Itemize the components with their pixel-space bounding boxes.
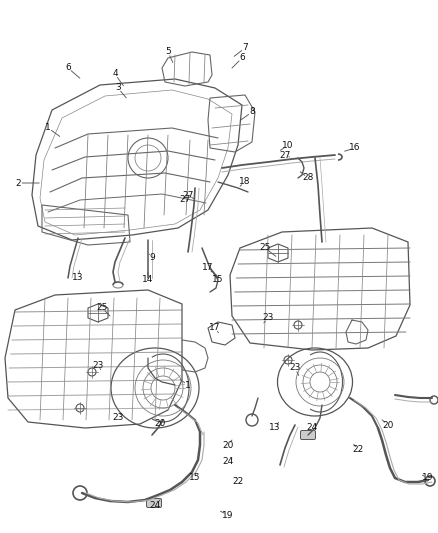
Text: 22: 22 [233, 478, 244, 487]
Text: 19: 19 [422, 473, 434, 482]
Text: 16: 16 [349, 143, 361, 152]
Text: 15: 15 [212, 276, 224, 285]
Text: 9: 9 [149, 254, 155, 262]
Text: 25: 25 [259, 244, 271, 253]
Text: 5: 5 [165, 47, 171, 56]
FancyBboxPatch shape [300, 431, 315, 440]
Text: 1: 1 [185, 381, 191, 390]
Text: 3: 3 [115, 84, 121, 93]
Text: 27: 27 [182, 190, 194, 199]
Text: 24: 24 [306, 424, 318, 432]
Text: 2: 2 [15, 179, 21, 188]
Text: 20: 20 [382, 421, 394, 430]
Text: 15: 15 [189, 473, 201, 482]
Text: 7: 7 [242, 44, 248, 52]
Text: 22: 22 [353, 446, 364, 455]
Text: 24: 24 [149, 500, 161, 510]
Text: 6: 6 [65, 63, 71, 72]
Text: 24: 24 [223, 457, 233, 466]
Text: 14: 14 [142, 276, 154, 285]
Text: 27: 27 [179, 196, 191, 205]
Text: 23: 23 [112, 414, 124, 423]
Text: 6: 6 [239, 53, 245, 62]
Text: 18: 18 [239, 177, 251, 187]
Text: 28: 28 [302, 174, 314, 182]
Text: 23: 23 [262, 313, 274, 322]
Text: 20: 20 [223, 440, 234, 449]
Text: 27: 27 [279, 150, 291, 159]
Text: 23: 23 [92, 360, 104, 369]
Text: 10: 10 [282, 141, 294, 149]
Text: 23: 23 [290, 364, 301, 373]
FancyBboxPatch shape [146, 498, 162, 507]
Text: 4: 4 [112, 69, 118, 78]
Text: 1: 1 [45, 124, 51, 133]
Text: 17: 17 [202, 263, 214, 272]
Text: 17: 17 [209, 324, 221, 333]
Text: 13: 13 [269, 424, 281, 432]
Text: 20: 20 [154, 418, 166, 427]
Text: 13: 13 [72, 273, 84, 282]
Text: 19: 19 [222, 511, 234, 520]
Text: 25: 25 [96, 303, 108, 312]
Text: 8: 8 [249, 108, 255, 117]
